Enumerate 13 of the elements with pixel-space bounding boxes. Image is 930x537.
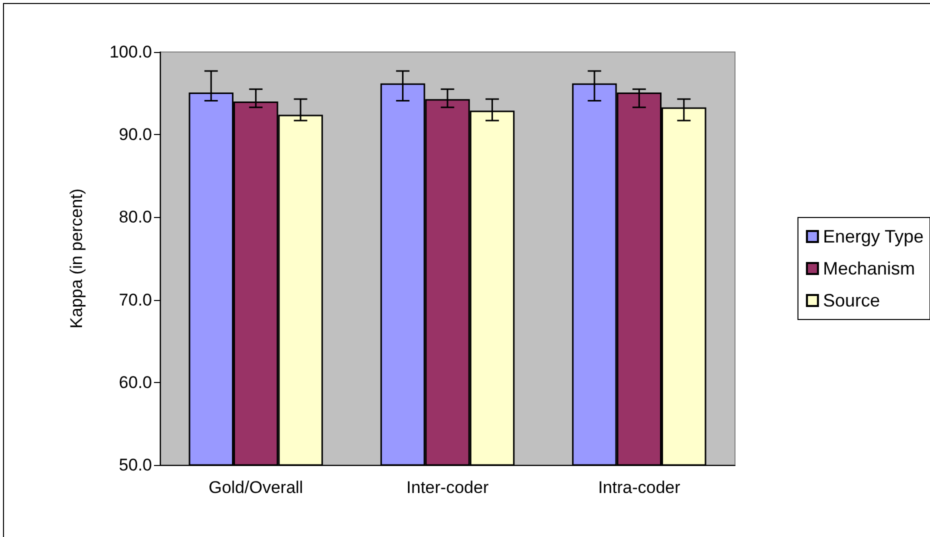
y-tick-label: 50.0	[118, 456, 152, 474]
x-tick-label: Intra-coder	[598, 478, 681, 497]
y-axis-title: Kappa (in percent)	[67, 188, 86, 328]
y-tick-label: 80.0	[118, 208, 152, 227]
legend-label: Source	[822, 290, 880, 310]
y-tick-label: 60.0	[118, 372, 152, 392]
y-tick-label: 100.0	[109, 42, 152, 62]
x-tick-label: Inter-coder	[406, 478, 489, 497]
legend-label: Mechanism	[822, 258, 915, 278]
y-tick-label: 70.0	[118, 290, 152, 310]
legend-label: Energy Type	[822, 226, 924, 246]
y-tick-label: 90.0	[118, 125, 152, 144]
x-tick-label: Gold/Overall	[208, 478, 304, 497]
